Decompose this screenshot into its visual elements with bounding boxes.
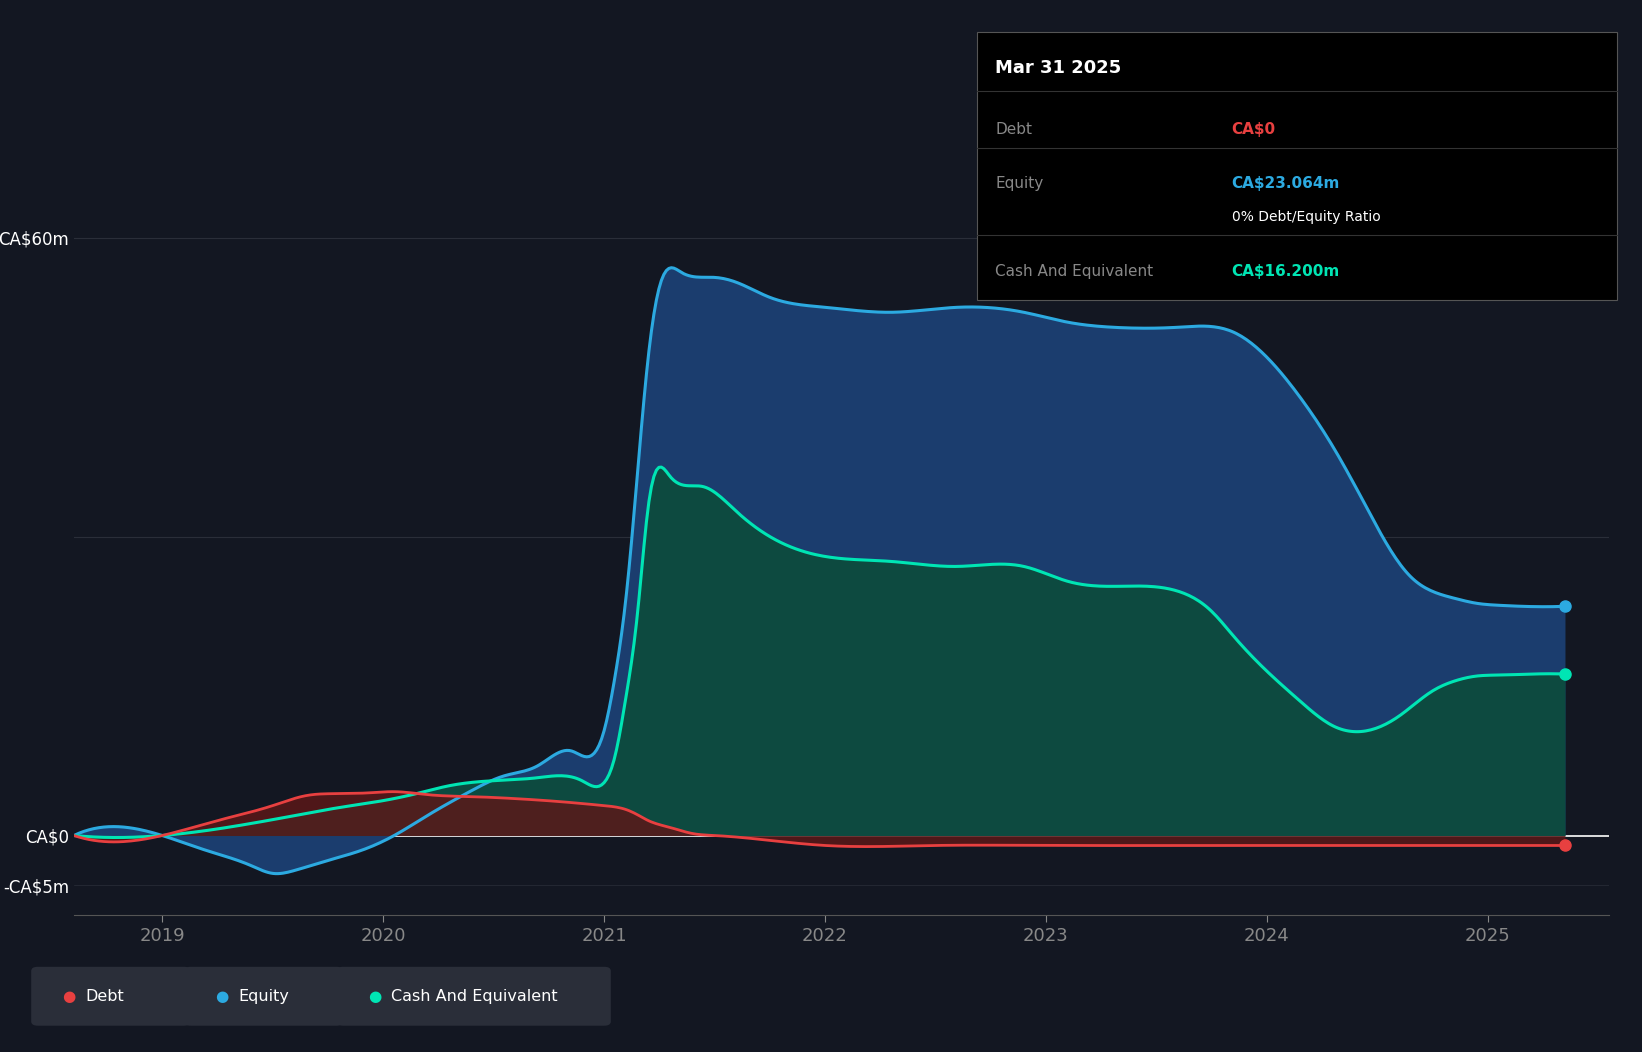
Text: CA$16.200m: CA$16.200m [1232,264,1340,279]
Text: 0% Debt/Equity Ratio: 0% Debt/Equity Ratio [1232,210,1381,224]
Text: Cash And Equivalent: Cash And Equivalent [995,264,1153,279]
Text: Debt: Debt [85,989,125,1004]
Text: Mar 31 2025: Mar 31 2025 [995,59,1121,77]
Text: Equity: Equity [995,177,1043,191]
Text: ●: ● [368,989,381,1004]
Text: Debt: Debt [995,122,1033,137]
Text: ●: ● [215,989,228,1004]
Text: ●: ● [62,989,76,1004]
Text: Equity: Equity [238,989,289,1004]
Text: CA$23.064m: CA$23.064m [1232,177,1340,191]
Text: CA$0: CA$0 [1232,122,1276,137]
Text: Cash And Equivalent: Cash And Equivalent [391,989,557,1004]
